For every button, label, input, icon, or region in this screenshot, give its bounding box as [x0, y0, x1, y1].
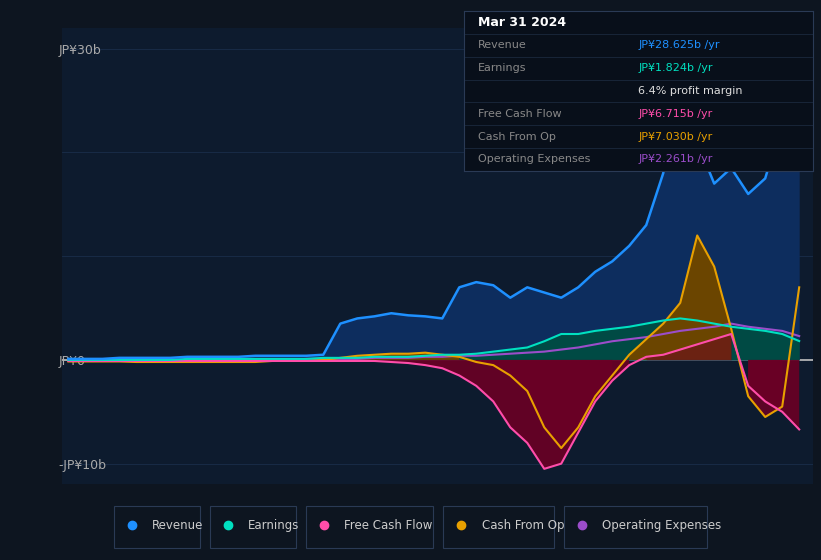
Text: Revenue: Revenue [478, 40, 526, 50]
Text: Free Cash Flow: Free Cash Flow [345, 519, 433, 531]
Text: Earnings: Earnings [248, 519, 300, 531]
Text: JP¥6.715b /yr: JP¥6.715b /yr [639, 109, 713, 119]
FancyBboxPatch shape [113, 506, 200, 548]
Text: JP¥1.824b /yr: JP¥1.824b /yr [639, 63, 713, 73]
Text: 6.4% profit margin: 6.4% profit margin [639, 86, 743, 96]
FancyBboxPatch shape [443, 506, 554, 548]
Text: Mar 31 2024: Mar 31 2024 [478, 16, 566, 29]
Text: Free Cash Flow: Free Cash Flow [478, 109, 562, 119]
Text: Operating Expenses: Operating Expenses [603, 519, 722, 531]
Text: Revenue: Revenue [152, 519, 204, 531]
FancyBboxPatch shape [564, 506, 708, 548]
Text: JP¥2.261b /yr: JP¥2.261b /yr [639, 155, 713, 165]
Text: Operating Expenses: Operating Expenses [478, 155, 590, 165]
Text: Cash From Op: Cash From Op [478, 132, 556, 142]
FancyBboxPatch shape [209, 506, 296, 548]
Text: JP¥7.030b /yr: JP¥7.030b /yr [639, 132, 713, 142]
Text: Cash From Op: Cash From Op [481, 519, 564, 531]
FancyBboxPatch shape [305, 506, 433, 548]
Text: JP¥28.625b /yr: JP¥28.625b /yr [639, 40, 720, 50]
Text: Earnings: Earnings [478, 63, 526, 73]
